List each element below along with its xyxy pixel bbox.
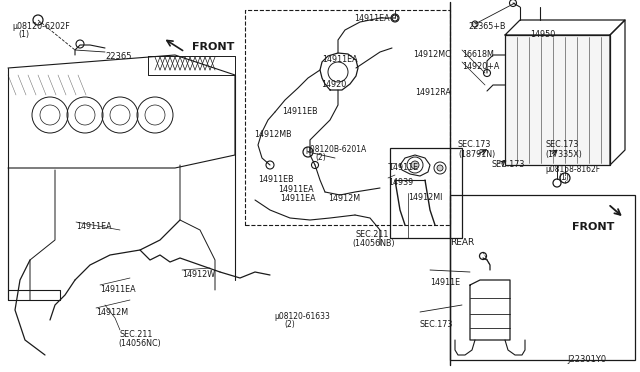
Circle shape (411, 161, 419, 169)
Text: 14911E: 14911E (430, 278, 460, 287)
Text: 14911EB: 14911EB (282, 107, 317, 116)
Text: 14920: 14920 (321, 80, 346, 89)
Text: 14912MI: 14912MI (408, 193, 442, 202)
Text: µ08158-8162F: µ08158-8162F (545, 165, 600, 174)
Text: (17335X): (17335X) (545, 150, 582, 159)
Bar (390, 148, 462, 238)
Text: (14056NB): (14056NB) (352, 239, 395, 248)
Text: 14911EA: 14911EA (322, 55, 358, 64)
Text: 14911E: 14911E (388, 163, 418, 172)
Bar (505, 35, 610, 165)
Circle shape (437, 165, 443, 171)
Text: 14912W: 14912W (182, 270, 215, 279)
Text: 16618M: 16618M (462, 50, 494, 59)
Text: SEC.173: SEC.173 (458, 140, 492, 149)
Text: 14950: 14950 (530, 30, 556, 39)
Text: 14911EA: 14911EA (278, 185, 314, 194)
Text: (18791N): (18791N) (458, 150, 495, 159)
Text: 14911EA: 14911EA (100, 285, 136, 294)
Text: 14912M: 14912M (96, 308, 128, 317)
Bar (450, 195, 635, 360)
Text: J22301Y0: J22301Y0 (567, 355, 606, 364)
Text: SEC.173: SEC.173 (420, 320, 453, 329)
Text: FRONT: FRONT (572, 222, 614, 232)
Text: (2): (2) (284, 320, 295, 329)
Text: FRONT: FRONT (192, 42, 234, 52)
Text: µ08120B-6201A: µ08120B-6201A (305, 145, 366, 154)
Text: 22365+B: 22365+B (468, 22, 506, 31)
Text: SEC.211: SEC.211 (355, 230, 388, 239)
Text: REAR: REAR (450, 238, 474, 247)
Text: 14912MB: 14912MB (254, 130, 292, 139)
Text: 14911EB: 14911EB (258, 175, 294, 184)
Text: 14912MC: 14912MC (413, 50, 451, 59)
Text: SEC.173: SEC.173 (492, 160, 525, 169)
Text: µ08120-61633: µ08120-61633 (274, 312, 330, 321)
Text: 14920+A: 14920+A (462, 62, 499, 71)
Text: SEC.211: SEC.211 (120, 330, 154, 339)
Text: (14056NC): (14056NC) (118, 339, 161, 348)
Text: 14912M: 14912M (328, 194, 360, 203)
Text: SEC.173: SEC.173 (545, 140, 579, 149)
Text: 14911EA: 14911EA (76, 222, 111, 231)
Text: (2): (2) (315, 153, 326, 162)
Text: 14912RA: 14912RA (415, 88, 451, 97)
Text: (1): (1) (18, 30, 29, 39)
Text: µ08120-6202F: µ08120-6202F (12, 22, 70, 31)
Text: 14911EA: 14911EA (354, 14, 390, 23)
Text: 14911EA: 14911EA (280, 194, 316, 203)
Bar (245, 10, 450, 225)
Text: (1): (1) (558, 173, 569, 182)
Text: 14939: 14939 (388, 178, 413, 187)
Text: 22365: 22365 (105, 52, 131, 61)
